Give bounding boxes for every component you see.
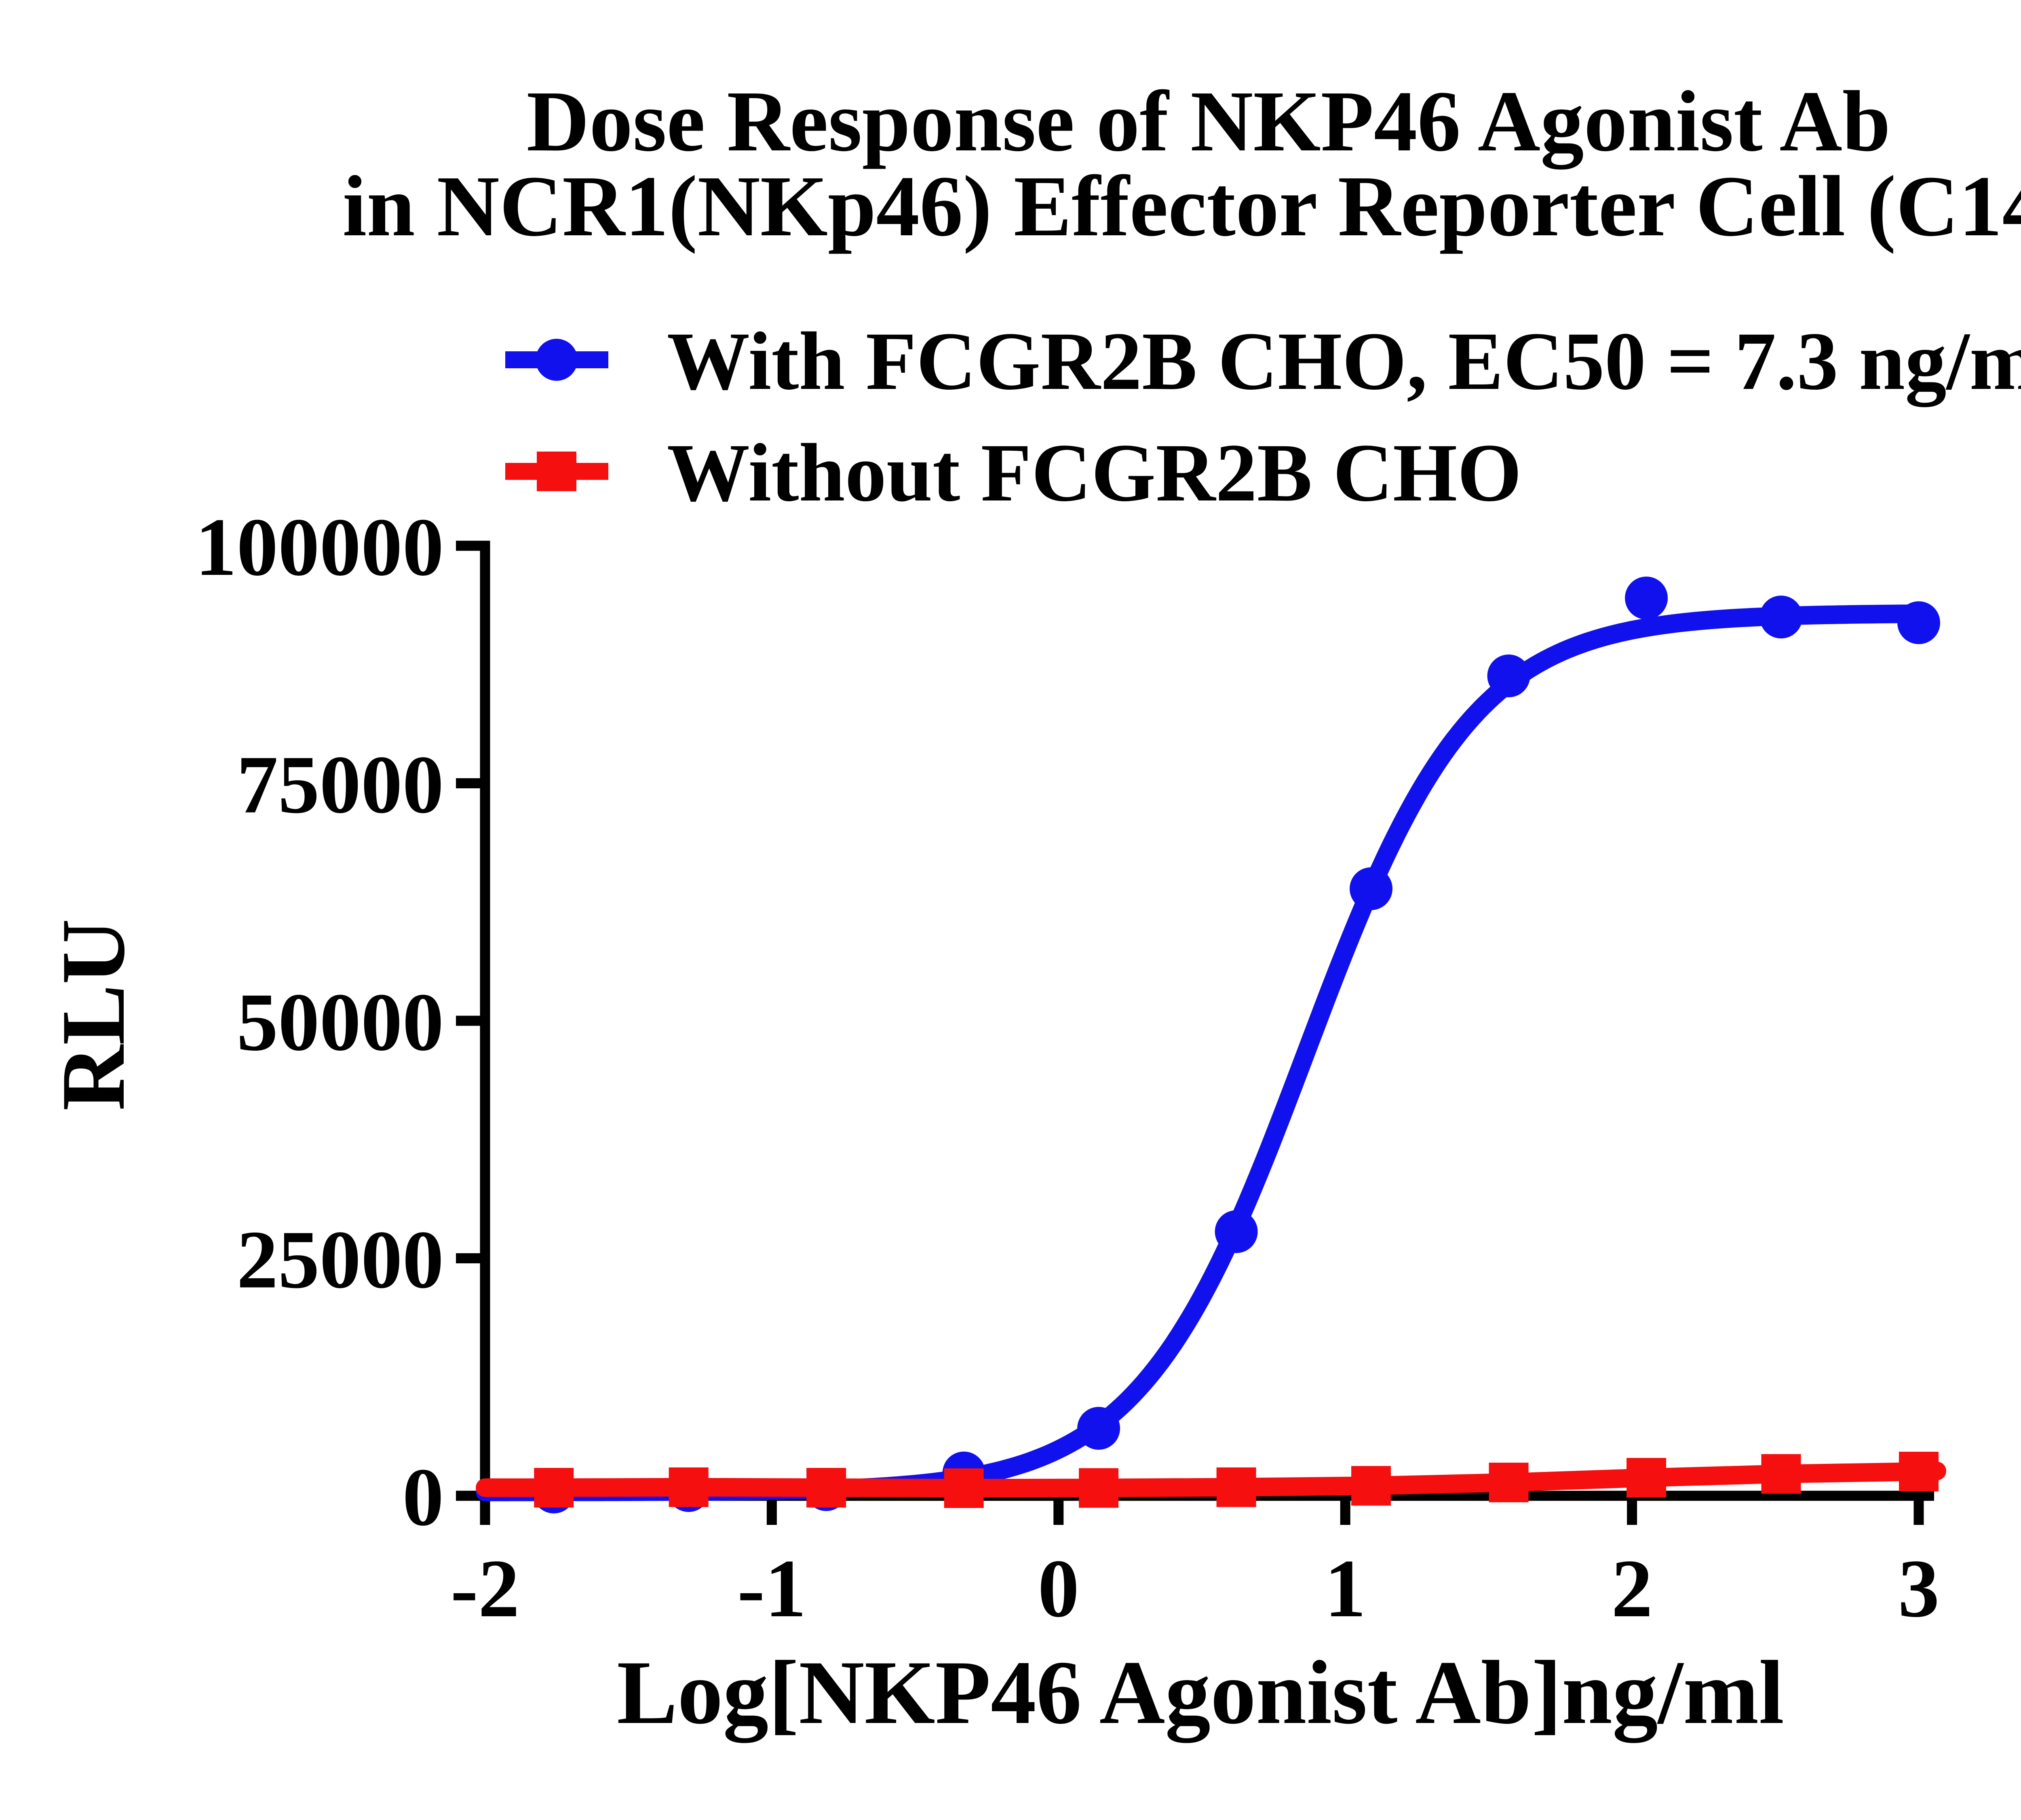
legend-circle-marker-icon (536, 339, 578, 381)
data-point-blue-with-fcgr2b (1077, 1407, 1120, 1450)
legend: With FCGR2B CHO, EC50 = 7.3 ng/ml Withou… (505, 315, 2021, 519)
y-tick-label: 25000 (237, 1214, 444, 1306)
x-axis-title: Log[NKP46 Agonist Ab]ng/ml (617, 1642, 1784, 1743)
chart-title-line1: Dose Response of NKP46 Agonist Ab (527, 73, 1891, 169)
data-point-red-without-fcgr2b (1079, 1468, 1119, 1508)
data-point-blue-with-fcgr2b (1215, 1210, 1258, 1253)
data-point-red-without-fcgr2b (1899, 1452, 1939, 1492)
axes-layer: -2 -1 0 1 2 3 0 25000 50000 75000 100000 (195, 501, 1939, 1634)
data-point-red-without-fcgr2b (806, 1468, 846, 1508)
data-point-red-without-fcgr2b (669, 1467, 709, 1507)
y-tick-label: 100000 (195, 501, 444, 593)
x-tick-label: 2 (1611, 1543, 1653, 1634)
data-point-red-without-fcgr2b (534, 1468, 574, 1508)
data-point-red-without-fcgr2b (1627, 1458, 1667, 1498)
data-point-blue-with-fcgr2b (1350, 867, 1393, 910)
x-tick-label: 0 (1038, 1543, 1080, 1634)
y-tick-label: 50000 (237, 976, 444, 1068)
x-tick-label: 3 (1898, 1543, 1940, 1634)
data-point-red-without-fcgr2b (1761, 1454, 1801, 1494)
series-layer (476, 576, 1946, 1514)
data-point-red-without-fcgr2b (1489, 1463, 1529, 1503)
y-tick-label: 0 (403, 1451, 444, 1543)
legend-item-without-fcgr2b: Without FCGR2B CHO (505, 427, 1522, 519)
x-tick-label: -2 (451, 1543, 520, 1634)
data-point-blue-with-fcgr2b (1759, 595, 1803, 639)
curve-blue-with-fcgr2b (476, 604, 1928, 1501)
legend-label-without-fcgr2b: Without FCGR2B CHO (667, 427, 1522, 519)
legend-label-with-fcgr2b: With FCGR2B CHO, EC50 = 7.3 ng/ml (667, 315, 2021, 407)
x-tick-label: 1 (1325, 1543, 1366, 1634)
data-point-blue-with-fcgr2b (1625, 576, 1668, 620)
data-point-red-without-fcgr2b (944, 1468, 984, 1508)
data-point-red-without-fcgr2b (1216, 1467, 1256, 1507)
y-axis-title: RLU (42, 918, 143, 1111)
x-tick-label: -1 (737, 1543, 806, 1634)
data-point-blue-with-fcgr2b (1897, 601, 1940, 644)
y-tick-label: 75000 (237, 739, 444, 831)
data-point-red-without-fcgr2b (1351, 1466, 1391, 1506)
legend-item-with-fcgr2b: With FCGR2B CHO, EC50 = 7.3 ng/ml (505, 315, 2021, 407)
data-point-blue-with-fcgr2b (1487, 654, 1530, 697)
legend-square-marker-icon (537, 452, 576, 491)
chart-title-line2: in NCR1(NKp46) Effector Reporter Cell (C… (342, 158, 2021, 254)
